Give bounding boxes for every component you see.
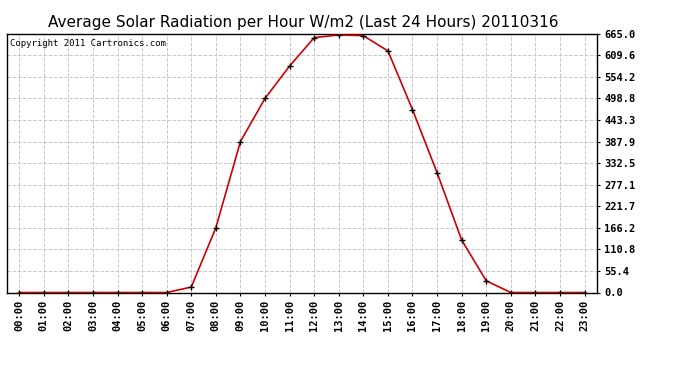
Text: Average Solar Radiation per Hour W/m2 (Last 24 Hours) 20110316: Average Solar Radiation per Hour W/m2 (L… [48, 15, 559, 30]
Text: Copyright 2011 Cartronics.com: Copyright 2011 Cartronics.com [10, 39, 166, 48]
